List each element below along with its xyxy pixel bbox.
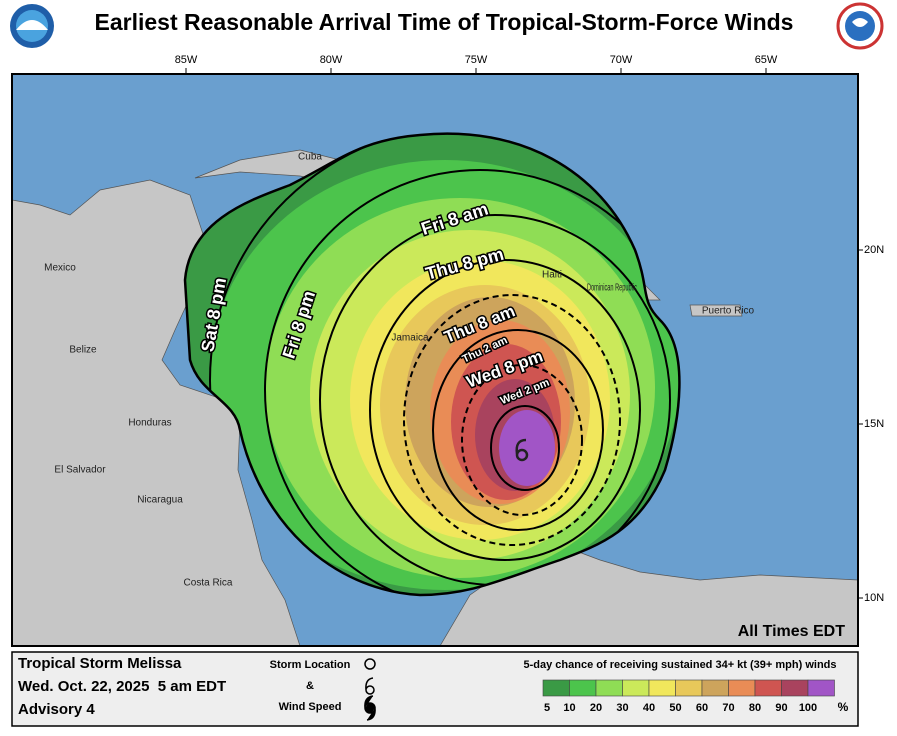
prob-label: 30 <box>616 702 628 714</box>
swatch <box>701 679 729 697</box>
place-label: Haiti <box>542 270 562 281</box>
longitude-label: 70W <box>610 54 633 66</box>
advisory-date: Wed. Oct. 22, 2025 5 am EDT <box>18 678 226 695</box>
longitude-label: 75W <box>465 54 488 66</box>
place-label: Cuba <box>298 152 322 163</box>
place-label: Jamaica <box>391 333 429 344</box>
icon-hurricane <box>364 695 376 721</box>
place-label: Costa Rica <box>184 578 233 589</box>
longitude-label: 65W <box>755 54 778 66</box>
prob-unit: % <box>838 700 849 714</box>
place-label: El Salvador <box>54 465 106 476</box>
swatch <box>648 679 676 697</box>
storm-symbol <box>515 438 529 462</box>
swatch <box>595 679 623 697</box>
prob-label: 80 <box>749 702 761 714</box>
prob-label: 60 <box>696 702 708 714</box>
noaa-logo <box>10 4 54 48</box>
swatch <box>675 679 703 697</box>
prob-label: 100 <box>799 702 817 714</box>
place-label: Dominican Republic <box>587 283 637 294</box>
swatch <box>754 679 782 697</box>
swatch <box>622 679 650 697</box>
latitude-label: 15N <box>864 418 884 430</box>
swatch <box>569 679 597 697</box>
place-label: Puerto Rico <box>702 306 755 317</box>
prob-label: 20 <box>590 702 602 714</box>
nws-logo <box>836 2 884 50</box>
prob-label: 90 <box>775 702 787 714</box>
icon-storm <box>365 677 375 695</box>
prob-label: 40 <box>643 702 655 714</box>
storm-name: Tropical Storm Melissa <box>18 655 182 672</box>
place-label: Mexico <box>44 263 76 274</box>
swatch <box>807 679 835 697</box>
probability-field <box>185 133 680 595</box>
prob-label: 50 <box>669 702 681 714</box>
legend-and: & <box>306 680 314 692</box>
place-label: Nicaragua <box>137 495 183 506</box>
title: Earliest Reasonable Arrival Time of Trop… <box>95 9 794 35</box>
icon-weak <box>364 658 376 670</box>
map-frame <box>11 73 859 647</box>
map <box>12 74 858 646</box>
time-note: All Times EDT <box>738 623 846 640</box>
advisory-number: Advisory 4 <box>18 701 95 718</box>
place-label: Honduras <box>128 418 171 429</box>
longitude-label: 85W <box>175 54 198 66</box>
swatch <box>728 679 756 697</box>
prob-label: 5 <box>544 702 550 714</box>
latitude-label: 10N <box>864 592 884 604</box>
place-label: Belize <box>69 345 97 356</box>
longitude-label: 80W <box>320 54 343 66</box>
swatch <box>542 679 570 697</box>
legend-subtitle: Wind Speed <box>279 701 342 713</box>
swatch <box>781 679 809 697</box>
prob-label: 10 <box>563 702 575 714</box>
prob-legend-title: 5-day chance of receiving sustained 34+ … <box>524 659 837 671</box>
latitude-label: 20N <box>864 244 884 256</box>
legend-title: Storm Location <box>270 659 351 671</box>
prob-label: 70 <box>722 702 734 714</box>
